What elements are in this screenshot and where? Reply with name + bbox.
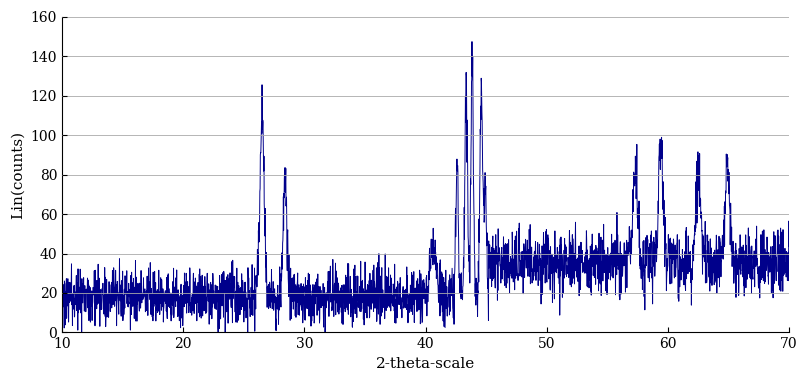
Y-axis label: Lin(counts): Lin(counts) [11, 131, 25, 219]
X-axis label: 2-theta-scale: 2-theta-scale [376, 357, 475, 371]
